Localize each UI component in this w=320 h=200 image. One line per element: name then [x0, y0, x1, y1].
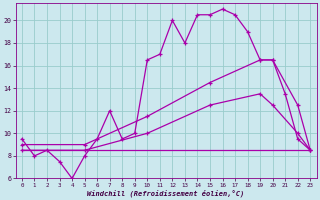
X-axis label: Windchill (Refroidissement éolien,°C): Windchill (Refroidissement éolien,°C)	[87, 189, 245, 197]
